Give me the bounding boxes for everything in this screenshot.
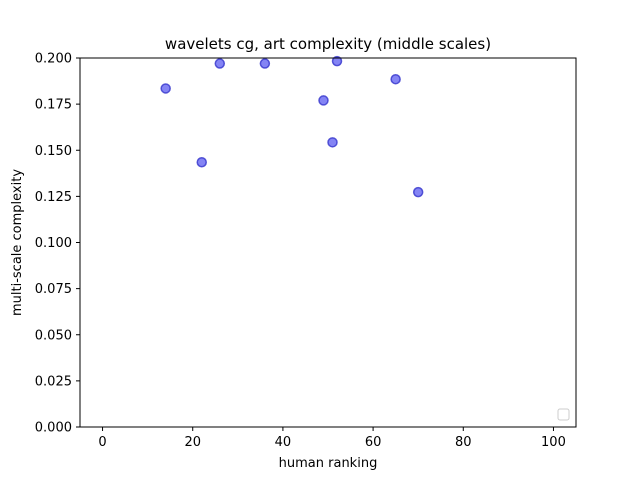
chart-title: wavelets cg, art complexity (middle scal…	[165, 35, 491, 53]
y-tick-label: 0.100	[35, 236, 72, 251]
x-tick-label: 60	[365, 435, 382, 450]
data-point	[327, 137, 338, 148]
y-tick-label: 0.175	[35, 98, 72, 113]
data-point	[331, 55, 343, 67]
y-tick-label: 0.000	[35, 421, 72, 436]
data-point	[196, 156, 207, 168]
data-point	[259, 58, 271, 69]
data-point	[390, 73, 401, 85]
y-axis-title: multi-scale complexity	[10, 169, 25, 316]
x-tick-label: 80	[455, 435, 472, 450]
data-point	[318, 95, 329, 106]
y-tick-label: 0.025	[35, 374, 72, 389]
data-point	[214, 58, 226, 69]
y-tick-label: 0.050	[35, 328, 72, 343]
data-point	[160, 83, 171, 94]
y-tick-label: 0.125	[35, 190, 72, 205]
x-axis-title: human ranking	[279, 456, 378, 471]
axes-frame	[79, 57, 577, 428]
ticks-layer: 0 20 40 60 80 100 0.000 0.025 0.050 0.075 0.100 0.1…	[35, 52, 566, 451]
y-tick-label: 0.200	[35, 52, 72, 67]
legend-box	[557, 408, 570, 421]
x-tick-label: 20	[184, 435, 201, 450]
x-tick-label: 40	[275, 435, 292, 450]
points-layer	[160, 55, 424, 198]
y-tick-label: 0.075	[35, 282, 72, 297]
data-point	[412, 186, 424, 198]
y-tick-label: 0.150	[35, 144, 72, 159]
x-tick-label: 0	[98, 435, 106, 450]
x-tick-label: 100	[541, 435, 566, 450]
